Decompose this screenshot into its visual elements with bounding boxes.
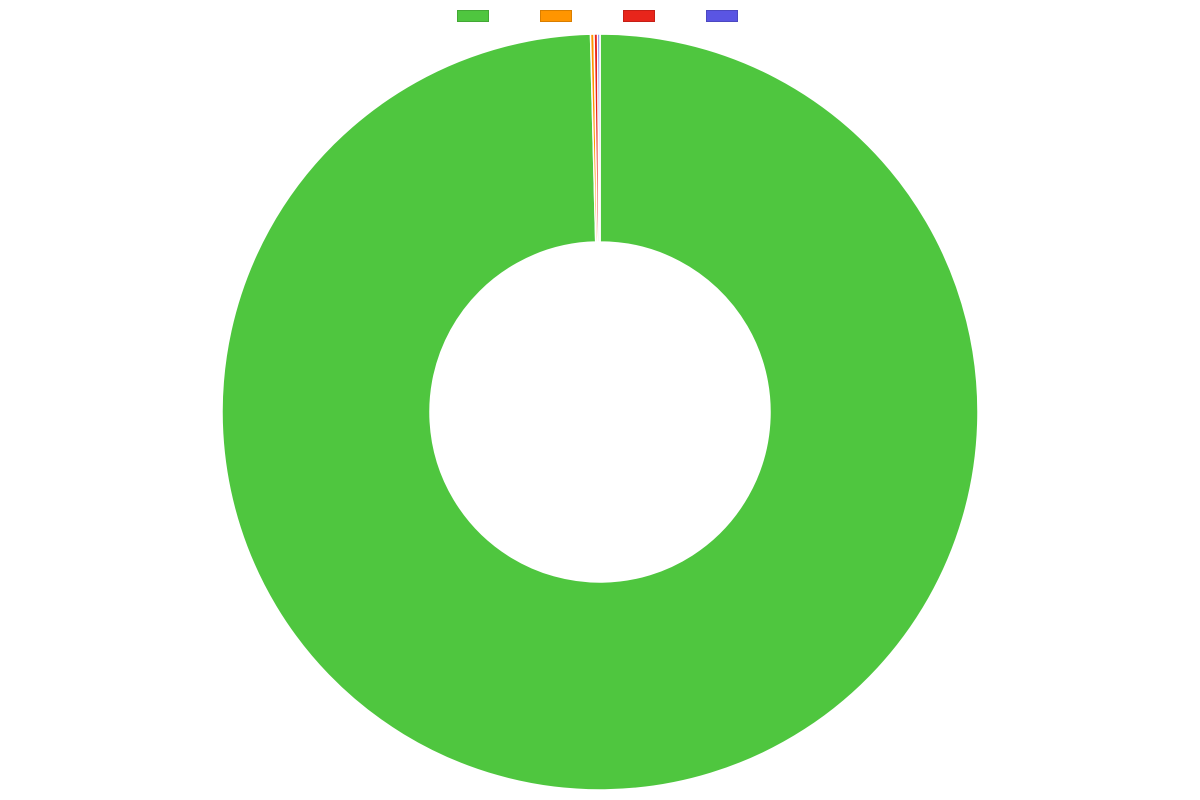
legend-swatch-2 bbox=[623, 10, 655, 22]
donut-chart-area bbox=[0, 24, 1200, 800]
legend-swatch-0 bbox=[457, 10, 489, 22]
legend-item-0[interactable] bbox=[457, 10, 495, 22]
legend-swatch-3 bbox=[706, 10, 738, 22]
donut-chart bbox=[0, 24, 1200, 800]
legend-item-1[interactable] bbox=[540, 10, 578, 22]
chart-legend bbox=[0, 0, 1200, 24]
legend-item-3[interactable] bbox=[706, 10, 744, 22]
legend-item-2[interactable] bbox=[623, 10, 661, 22]
legend-swatch-1 bbox=[540, 10, 572, 22]
